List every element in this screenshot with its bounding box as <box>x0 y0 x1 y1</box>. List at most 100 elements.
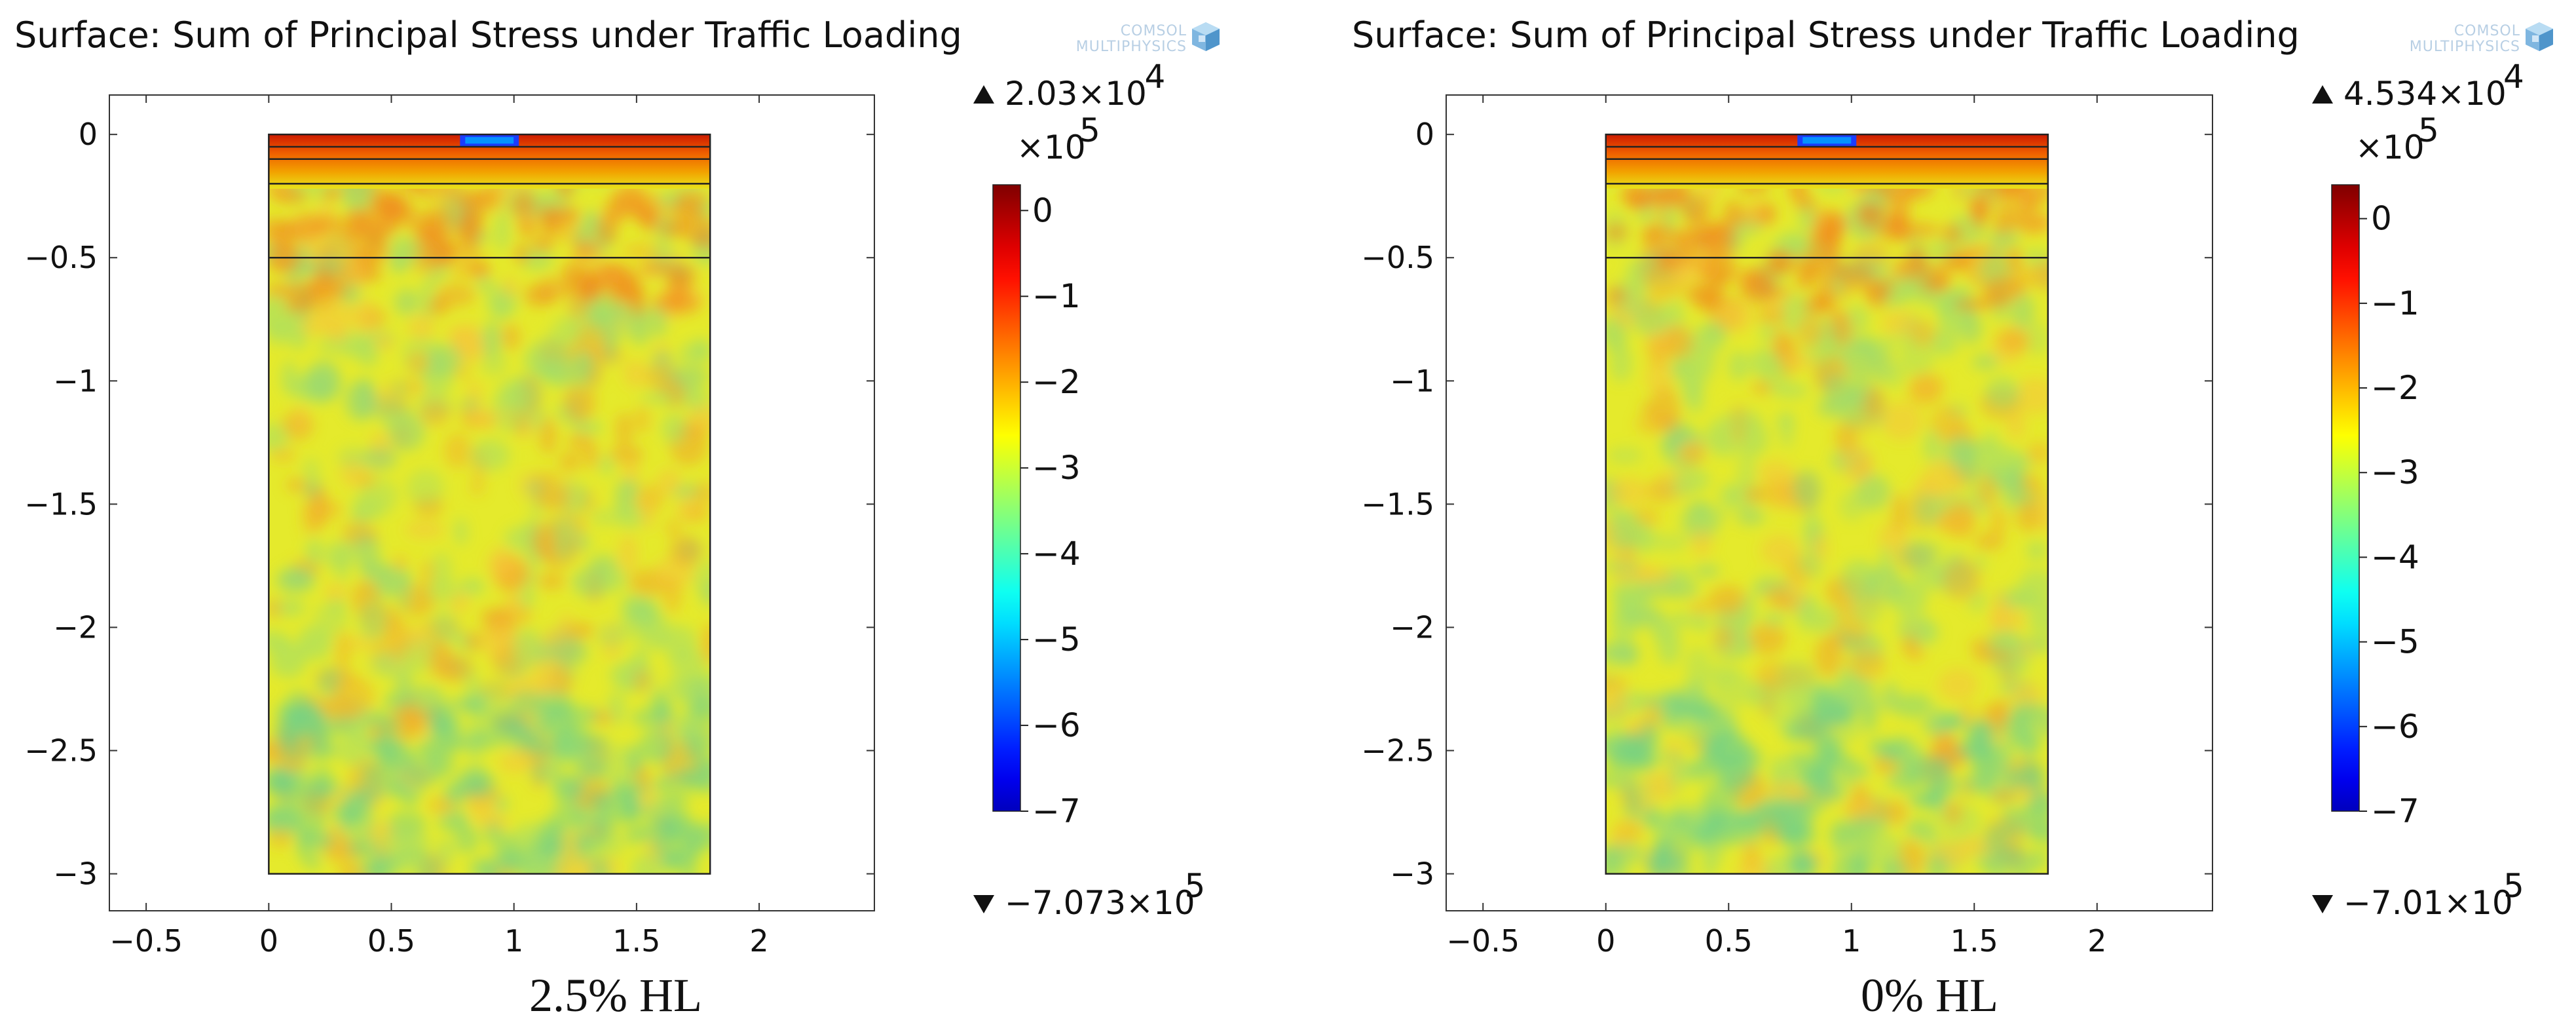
field-blotch <box>1657 623 1681 665</box>
field-blotch <box>622 243 661 258</box>
field-blotch <box>1850 592 1883 626</box>
field-blotch <box>1713 624 1734 651</box>
x-tick-label: 1 <box>1842 923 1861 959</box>
field-blotch <box>483 863 500 874</box>
field-blotch <box>1953 297 1988 312</box>
field-blotch <box>2031 792 2048 807</box>
field-blotch <box>1884 334 1899 353</box>
field-blotch <box>523 283 555 307</box>
field-blotch <box>2019 805 2048 837</box>
field-blotch <box>1770 251 1788 275</box>
field-blotch <box>462 668 480 697</box>
stress-field <box>1605 134 2048 874</box>
field-blotch <box>2014 377 2048 415</box>
field-blotch <box>1859 700 1878 732</box>
colorbar-tick-label: −2 <box>1032 363 1081 401</box>
x-tick-label: 0 <box>259 923 278 959</box>
logo-text: COMSOL MULTIPHYSICS <box>2381 24 2520 55</box>
field-blotch <box>1799 855 1817 874</box>
field-blotch <box>306 538 323 567</box>
field-blotch <box>1797 271 1814 291</box>
field-blotch <box>352 299 379 334</box>
field-blotch <box>631 202 657 224</box>
field-blotch <box>609 444 644 465</box>
min-value-exponent: 5 <box>2503 867 2524 905</box>
field-blotch <box>291 214 323 242</box>
field-blotch <box>1992 212 2015 236</box>
field-blotch <box>1971 195 1991 220</box>
field-blotch <box>573 419 603 435</box>
field-blotch <box>618 533 638 574</box>
field-blotch <box>346 636 374 650</box>
field-blotch <box>455 824 479 854</box>
field-blotch <box>1695 752 1712 784</box>
field-blotch <box>584 443 599 469</box>
field-blotch <box>2015 502 2042 532</box>
field-blotch <box>1616 771 1639 796</box>
colorbar-tick-label: 0 <box>1032 191 1053 229</box>
field-blotch <box>572 567 614 598</box>
x-tick-label: 0.5 <box>367 923 415 959</box>
field-blotch <box>367 858 387 874</box>
field-blotch <box>1947 254 1969 271</box>
field-blotch <box>2029 849 2047 871</box>
field-blotch <box>1992 591 2009 633</box>
field-blotch <box>531 470 561 487</box>
colorbar-tick-label: −7 <box>1032 792 1081 830</box>
field-blotch <box>1923 459 1964 499</box>
min-value-label: −7.073×10 <box>1005 884 1195 922</box>
field-blotch <box>572 242 601 257</box>
field-blotch <box>1977 474 1999 508</box>
field-blotch <box>551 803 585 831</box>
field-blotch <box>443 432 472 468</box>
field-blotch <box>639 820 678 845</box>
plot-panel-2: Surface: Sum of Principal Stress under T… <box>1288 0 2575 1032</box>
field-blotch <box>2006 468 2027 504</box>
field-blotch <box>303 458 320 480</box>
field-blotch <box>2002 330 2030 354</box>
y-tick-label: 0 <box>79 117 98 152</box>
field-blotch <box>1663 326 1694 359</box>
field-blotch <box>1693 508 1730 522</box>
field-blotch <box>599 455 614 476</box>
field-blotch <box>1943 801 1962 825</box>
field-blotch <box>1723 199 1743 231</box>
field-blotch <box>538 417 557 455</box>
field-blotch <box>371 638 388 657</box>
field-blotch <box>663 576 682 613</box>
field-blotch <box>1687 696 1719 722</box>
field-blotch <box>469 261 491 277</box>
field-blotch <box>1711 431 1731 448</box>
field-blotches <box>1605 134 2048 874</box>
field-blotch <box>394 288 419 316</box>
field-blotch <box>316 719 343 736</box>
field-blotch <box>1839 628 1853 650</box>
field-blotch <box>436 237 455 266</box>
field-blotch <box>550 517 579 540</box>
field-blotch <box>1605 773 1622 787</box>
field-blotch <box>466 409 501 427</box>
field-blotch <box>679 342 711 365</box>
field-blotch <box>662 413 688 444</box>
field-blotch <box>530 757 563 784</box>
figure-caption: 2.5% HL <box>529 969 702 1022</box>
field-blotch <box>406 469 444 506</box>
field-blotch <box>501 323 521 351</box>
field-blotch <box>1840 398 1854 428</box>
field-blotch <box>552 533 574 560</box>
field-blotch <box>289 805 327 836</box>
field-blotch <box>1763 479 1786 508</box>
field-blotch <box>293 702 325 728</box>
field-blotch <box>578 275 605 301</box>
field-blotch <box>471 729 506 750</box>
field-blotch <box>335 630 352 670</box>
field-blotch <box>1806 254 1844 281</box>
field-blotch <box>455 209 484 240</box>
field-blotch <box>1756 309 1787 324</box>
field-blotch <box>629 318 651 345</box>
field-blotch <box>1898 343 1935 376</box>
field-blotch <box>297 244 311 278</box>
x-tick-label: 1.5 <box>1951 923 1998 959</box>
field-blotch <box>567 705 600 725</box>
field-blotch <box>382 747 419 770</box>
